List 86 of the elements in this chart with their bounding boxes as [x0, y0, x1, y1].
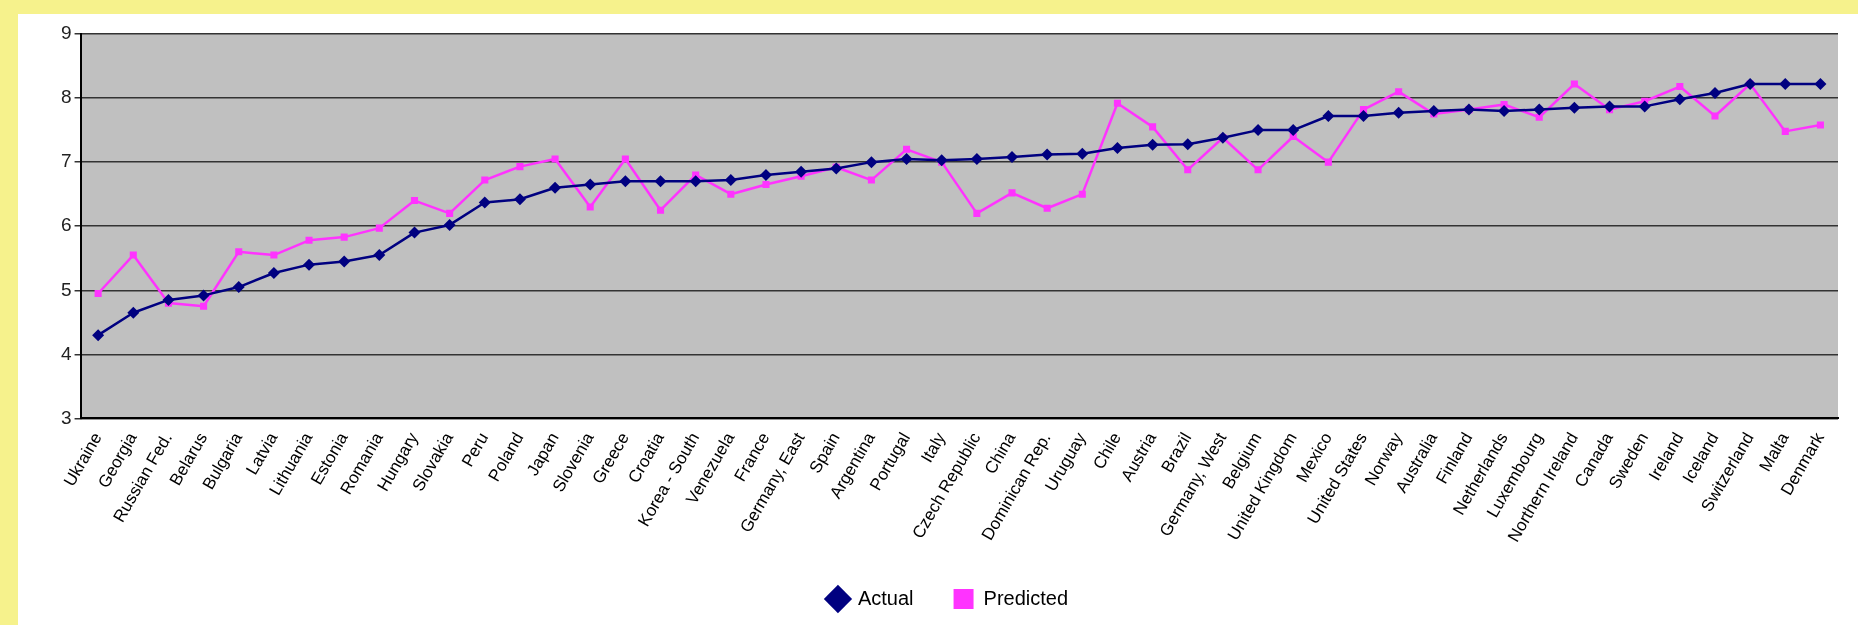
point [1254, 166, 1262, 174]
point [1638, 100, 1651, 113]
legend-label: Actual [857, 586, 914, 609]
point [830, 162, 843, 175]
point [865, 156, 878, 169]
point [973, 209, 981, 217]
point [92, 329, 105, 342]
point [1008, 189, 1016, 197]
point [375, 224, 383, 232]
point [586, 203, 594, 211]
point [900, 152, 913, 165]
point [656, 206, 665, 214]
point [1287, 124, 1300, 137]
point [1184, 166, 1192, 174]
point [340, 233, 348, 241]
point [1041, 148, 1054, 161]
point [516, 163, 524, 171]
point [1322, 110, 1335, 123]
point [619, 175, 632, 188]
point [1603, 100, 1616, 113]
point [1711, 112, 1719, 120]
point [762, 181, 770, 189]
point [1043, 204, 1051, 212]
point [1006, 151, 1019, 164]
point [621, 155, 629, 163]
point [270, 251, 278, 259]
point [305, 236, 313, 244]
point [1357, 110, 1370, 123]
point [867, 176, 875, 184]
point [759, 168, 772, 181]
point [1113, 99, 1121, 107]
point [1149, 123, 1157, 131]
point [197, 289, 210, 302]
point [446, 209, 454, 217]
point [1078, 190, 1086, 198]
point [200, 302, 208, 310]
point [235, 248, 243, 256]
point [1533, 103, 1546, 116]
point [478, 196, 491, 209]
point [1076, 147, 1089, 160]
point [795, 165, 808, 178]
point [551, 155, 559, 163]
point [129, 251, 137, 259]
y-tick-label: 8 [60, 86, 72, 108]
y-tick-label: 9 [60, 22, 72, 44]
point [1816, 121, 1824, 129]
point [513, 193, 526, 206]
point [654, 175, 667, 188]
point [481, 176, 489, 184]
point [935, 154, 948, 167]
point [1535, 113, 1543, 121]
point [1324, 158, 1332, 166]
point [1814, 77, 1827, 90]
point [303, 258, 316, 271]
y-tick-label: 6 [60, 214, 72, 236]
point [689, 175, 702, 188]
point [127, 306, 140, 319]
point [1568, 101, 1581, 114]
point [373, 249, 386, 262]
point [1570, 80, 1578, 88]
point [408, 226, 421, 239]
point [1781, 127, 1789, 135]
point [584, 178, 597, 191]
legend-label: Predicted [983, 586, 1069, 609]
y-tick-label: 5 [60, 278, 72, 300]
point [232, 281, 245, 294]
point [903, 145, 911, 153]
point [1111, 142, 1124, 155]
point [549, 181, 562, 194]
point [443, 218, 456, 231]
y-tick-label: 3 [60, 406, 72, 428]
point [1673, 93, 1686, 106]
point [1708, 86, 1721, 99]
point [338, 255, 351, 268]
y-tick-label: 7 [60, 150, 72, 172]
point [410, 197, 419, 205]
point [1146, 138, 1159, 151]
point [1395, 88, 1403, 96]
point [1676, 83, 1684, 91]
point [162, 293, 175, 306]
y-tick-label: 4 [60, 342, 72, 364]
point [727, 190, 735, 198]
point [1181, 138, 1194, 151]
point [94, 289, 102, 298]
point [1392, 106, 1405, 119]
point [267, 266, 280, 279]
